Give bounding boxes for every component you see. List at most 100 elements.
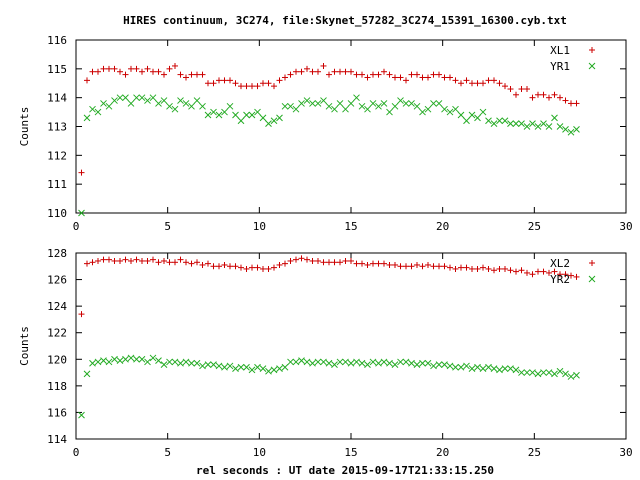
data-point-d2 <box>105 358 113 366</box>
data-point <box>84 77 90 84</box>
data-point <box>205 80 211 87</box>
data-point-d2 <box>133 355 140 363</box>
data-point-d2 <box>468 365 476 372</box>
data-point <box>457 111 465 119</box>
data-point <box>227 263 233 270</box>
data-point <box>513 268 519 275</box>
data-point <box>358 102 366 110</box>
data-point <box>89 359 96 367</box>
data-point <box>287 71 294 78</box>
data-point <box>210 263 217 270</box>
series-xl1 <box>78 62 580 176</box>
x-tick-label: 0 <box>73 446 80 459</box>
data-point-d2 <box>254 363 261 371</box>
data-point <box>160 97 168 104</box>
data-point-d2 <box>430 362 437 370</box>
data-point <box>232 263 239 270</box>
data-point <box>458 80 464 87</box>
data-point-d2 <box>562 370 569 378</box>
data-point <box>359 260 365 267</box>
data-point <box>309 100 316 107</box>
data-point <box>243 83 250 90</box>
data-point <box>369 358 377 366</box>
data-point <box>463 77 470 84</box>
data-point-d2 <box>518 369 525 376</box>
y-tick-label: 116 <box>47 34 67 47</box>
data-point <box>419 74 426 81</box>
data-point <box>320 259 327 266</box>
y-tick-label: 116 <box>47 406 67 419</box>
data-point <box>358 359 366 367</box>
data-point <box>397 74 404 81</box>
data-point <box>397 97 404 104</box>
data-point <box>122 355 129 363</box>
data-point <box>413 361 421 368</box>
data-point-d2 <box>237 117 245 125</box>
data-point-d2 <box>540 120 547 127</box>
data-point-d2 <box>215 362 223 370</box>
data-point <box>534 370 542 378</box>
data-point <box>408 359 415 367</box>
data-point <box>281 363 289 371</box>
data-point <box>194 71 200 78</box>
data-point <box>512 120 520 127</box>
data-point <box>320 97 327 104</box>
data-point <box>556 123 564 130</box>
data-point <box>370 71 376 78</box>
data-point-d2 <box>298 100 305 107</box>
data-point <box>171 105 179 113</box>
data-point <box>243 111 250 119</box>
data-point-d2 <box>171 105 179 113</box>
data-point-d2 <box>259 365 267 372</box>
data-point-d2 <box>545 369 553 376</box>
data-point <box>265 265 272 272</box>
data-point-d2 <box>149 94 157 102</box>
data-point <box>249 83 255 90</box>
data-point <box>166 358 173 366</box>
data-point-d2 <box>331 105 338 113</box>
data-point-d2 <box>501 117 509 125</box>
data-point <box>452 363 459 371</box>
data-point <box>540 91 547 98</box>
data-point-d2 <box>408 100 415 107</box>
data-point <box>347 359 355 367</box>
data-point <box>78 169 85 176</box>
data-point <box>94 358 102 366</box>
data-point <box>468 111 476 119</box>
plot-frame <box>75 39 627 214</box>
data-point <box>94 108 102 116</box>
data-point-d2 <box>369 100 377 107</box>
data-point-d2 <box>479 108 487 116</box>
data-point-d2 <box>347 359 355 367</box>
data-point <box>183 74 189 81</box>
data-point-d2 <box>221 363 228 371</box>
data-point <box>166 65 173 72</box>
data-point-d2 <box>243 111 250 119</box>
data-point-d2 <box>89 105 96 113</box>
data-point <box>116 94 124 102</box>
data-point <box>122 71 129 78</box>
data-point <box>337 68 343 75</box>
data-point <box>480 264 486 271</box>
data-point <box>463 117 470 125</box>
series-yr2 <box>78 354 580 419</box>
data-point <box>480 80 486 87</box>
data-point <box>199 71 206 78</box>
data-point <box>78 411 85 419</box>
data-point <box>183 259 189 266</box>
data-point <box>216 263 222 270</box>
data-point-d2 <box>375 102 382 110</box>
data-point-d2 <box>94 358 102 366</box>
data-point <box>452 105 459 113</box>
data-point <box>435 361 443 368</box>
data-point <box>348 257 354 264</box>
data-point <box>188 260 195 267</box>
y-tick-label: 110 <box>47 207 67 220</box>
data-point <box>359 71 365 78</box>
data-point-d2 <box>375 359 382 367</box>
data-point-d2 <box>397 358 404 366</box>
data-point-d2 <box>430 100 437 107</box>
data-point <box>336 358 344 366</box>
top-panel: 110 111 112 113 114 115 116 0 5 10 15 20 25 30 Counts X… <box>18 34 633 233</box>
data-point <box>457 363 465 371</box>
